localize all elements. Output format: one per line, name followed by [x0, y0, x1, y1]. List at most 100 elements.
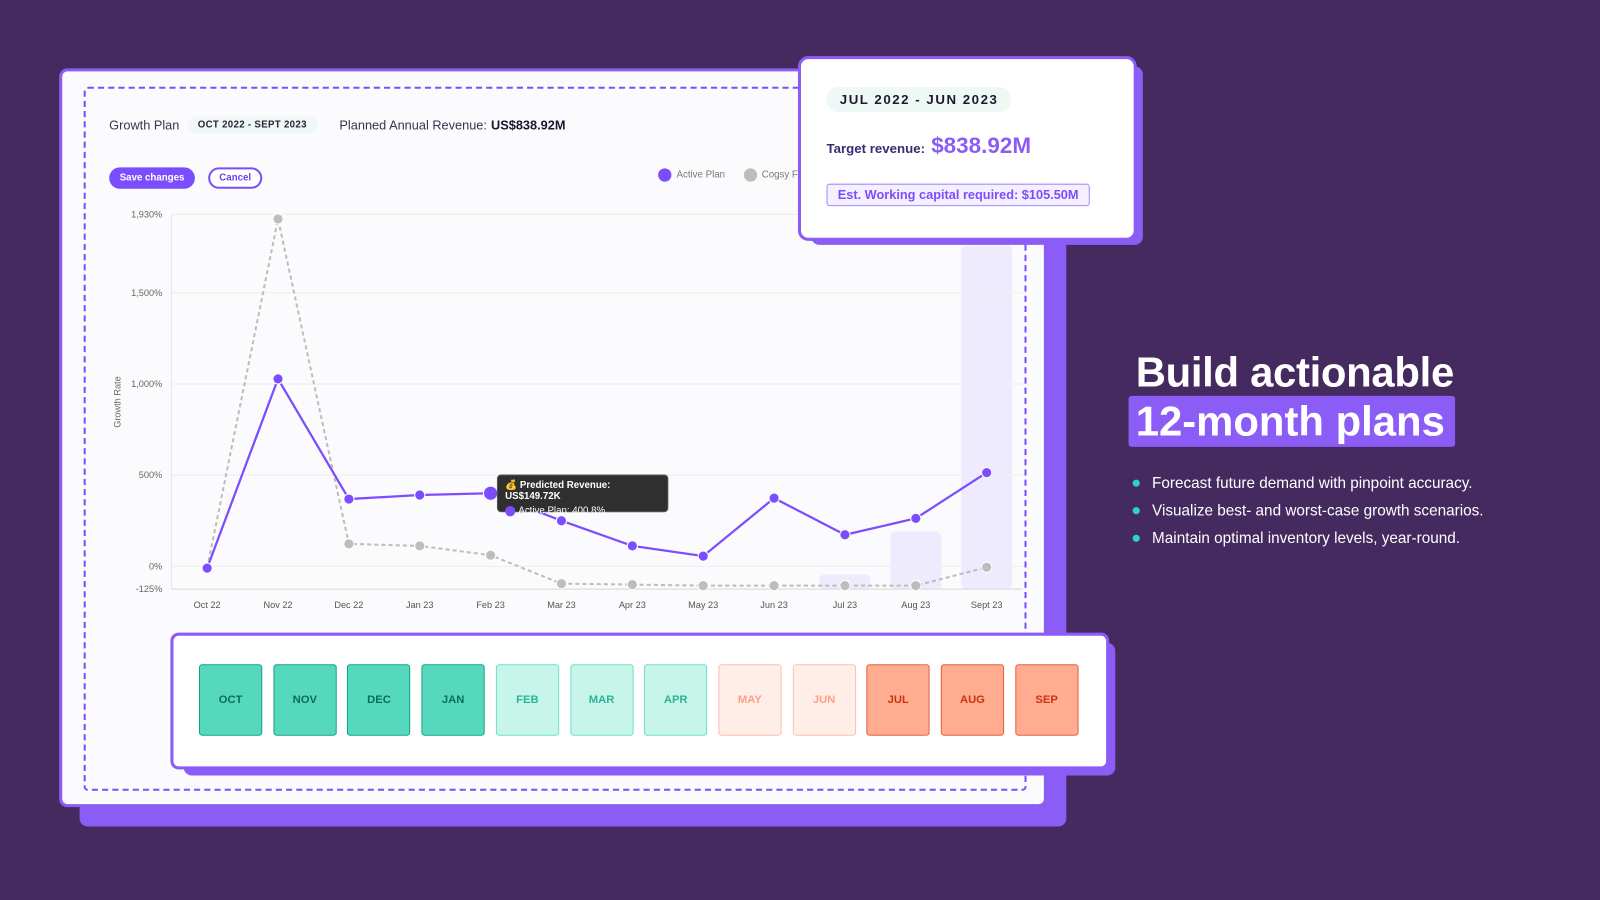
legend-label: Cogsy F: [761, 169, 798, 181]
cancel-button[interactable]: Cancel: [208, 167, 263, 189]
data-point[interactable]: [555, 578, 568, 590]
target-revenue: Target revenue: $838.92M: [827, 133, 1032, 160]
month-tile-nov[interactable]: NOV: [273, 664, 337, 736]
save-changes-button[interactable]: Save changes: [109, 167, 195, 189]
range-badge: JUL 2022 - JUN 2023: [826, 86, 1012, 113]
plan-title: Growth Plan: [109, 117, 180, 133]
month-tile-jan[interactable]: JAN: [421, 664, 485, 736]
dashed-frame: [83, 86, 1027, 791]
feature-text: Forecast future demand with pinpoint acc…: [1152, 474, 1473, 492]
feature-text: Visualize best- and worst-case growth sc…: [1152, 502, 1484, 520]
data-point[interactable]: [201, 562, 213, 574]
x-tick-label: Nov 22: [263, 600, 292, 610]
data-point[interactable]: [272, 373, 284, 385]
y-tick-label: 500%: [139, 470, 162, 480]
data-point[interactable]: [626, 578, 638, 591]
month-tile-dec[interactable]: DEC: [347, 664, 411, 736]
data-point[interactable]: [414, 540, 426, 552]
legend-item-cogsy[interactable]: Cogsy F: [743, 168, 798, 182]
marketing-copy: Build actionable 12-month plans Forecast…: [1128, 348, 1484, 552]
data-point[interactable]: [839, 580, 851, 592]
x-tick-label: Apr 23: [619, 600, 646, 610]
x-tick-label: May 23: [688, 600, 718, 610]
headline-line-2: 12-month plans: [1128, 395, 1456, 447]
data-point[interactable]: [272, 213, 284, 225]
month-tile-feb[interactable]: FEB: [495, 664, 559, 736]
money-bag-icon: 💰: [505, 479, 518, 491]
tooltip-value: Active Plan: 400.8%: [518, 505, 606, 517]
month-selector: OCT NOV DEC JAN FEB MAR APR MAY JUN JUL AUG SEP: [170, 632, 1110, 770]
action-buttons: Save changes Cancel: [109, 167, 263, 189]
x-tick-label: Jun 23: [760, 600, 788, 610]
highlight-column: [961, 245, 1013, 590]
series-line-active-plan: [206, 376, 988, 569]
month-tile-oct[interactable]: OCT: [198, 664, 263, 736]
legend-dot-icon: [743, 168, 757, 182]
y-tick-label: -125%: [136, 584, 163, 594]
data-point[interactable]: [626, 540, 638, 552]
feature-list: Forecast future demand with pinpoint acc…: [1132, 469, 1484, 552]
data-point[interactable]: [482, 485, 499, 501]
y-tick-label: 1,500%: [131, 288, 162, 298]
target-value: $838.92M: [931, 132, 1032, 159]
month-tile-aug[interactable]: AUG: [940, 664, 1005, 736]
x-tick-label: Feb 23: [476, 600, 505, 610]
data-point[interactable]: [981, 561, 993, 573]
target-revenue-card: JUL 2022 - JUN 2023 Target revenue: $838…: [797, 56, 1137, 241]
y-tick-label: 0%: [149, 561, 162, 571]
feature-item: Forecast future demand with pinpoint acc…: [1132, 469, 1484, 497]
feature-item: Maintain optimal inventory levels, year-…: [1132, 524, 1484, 552]
x-tick-label: Jul 23: [833, 600, 857, 610]
series-line-cogsy: [206, 218, 987, 587]
data-point[interactable]: [910, 580, 922, 592]
data-point[interactable]: [768, 492, 780, 504]
x-tick-label: Mar 23: [547, 600, 576, 610]
data-point[interactable]: [697, 550, 709, 562]
bullet-icon: [1132, 534, 1140, 542]
x-tick-label: Dec 22: [334, 600, 363, 610]
month-tile-apr[interactable]: APR: [644, 664, 708, 736]
data-point[interactable]: [697, 580, 709, 592]
y-tick-label: 1,000%: [131, 379, 162, 389]
bullet-icon: [1132, 479, 1140, 487]
feature-item: Visualize best- and worst-case growth sc…: [1132, 497, 1484, 525]
bullet-icon: [1132, 507, 1140, 515]
y-axis-label: Growth Rate: [112, 376, 122, 428]
highlight-column: [890, 531, 942, 590]
chart-tooltip: 💰 Predicted Revenue: US$149.72K Active P…: [496, 474, 669, 516]
plan-header: Growth Plan OCT 2022 - SEPT 2023 Planned…: [109, 116, 566, 134]
working-capital-badge: Est. Working capital required: $105.50M: [826, 183, 1090, 207]
data-point[interactable]: [414, 489, 426, 501]
data-point[interactable]: [981, 466, 993, 479]
data-point[interactable]: [343, 493, 355, 505]
x-tick-label: Jan 23: [406, 600, 434, 610]
x-tick-label: Sept 23: [971, 600, 1003, 610]
data-point[interactable]: [484, 549, 497, 561]
x-tick-label: Oct 22: [194, 600, 221, 610]
chart-legend: Active Plan Cogsy F: [658, 168, 798, 182]
data-point[interactable]: [910, 512, 922, 524]
month-tile-may[interactable]: MAY: [718, 664, 782, 736]
legend-label: Active Plan: [676, 169, 726, 181]
data-point[interactable]: [343, 538, 355, 550]
month-tile-jul[interactable]: JUL: [866, 664, 930, 736]
period-badge: OCT 2022 - SEPT 2023: [187, 116, 317, 134]
data-point[interactable]: [555, 515, 568, 527]
x-tick-label: Aug 23: [901, 600, 930, 610]
legend-item-active-plan[interactable]: Active Plan: [658, 168, 726, 182]
legend-dot-icon: [658, 168, 672, 182]
headline-line-1: Build actionable: [1135, 348, 1455, 396]
feature-text: Maintain optimal inventory levels, year-…: [1152, 529, 1461, 547]
revenue-value: US$838.92M: [491, 117, 566, 133]
series-dot-icon: [505, 505, 516, 516]
month-tile-mar[interactable]: MAR: [569, 664, 634, 736]
y-tick-label: 1,930%: [131, 209, 162, 219]
tooltip-title: Predicted Revenue: US$149.72K: [505, 479, 611, 503]
data-point[interactable]: [839, 529, 851, 541]
month-tile-sep[interactable]: SEP: [1014, 664, 1079, 736]
data-point[interactable]: [768, 580, 780, 592]
month-tile-jun[interactable]: JUN: [792, 664, 856, 736]
revenue-label: Planned Annual Revenue:: [339, 117, 487, 133]
